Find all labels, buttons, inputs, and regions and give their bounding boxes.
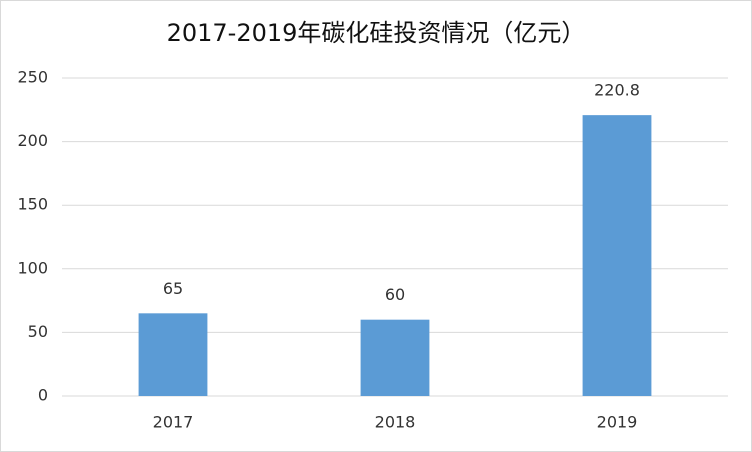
y-tick-label: 150 — [17, 195, 48, 214]
y-tick-label: 100 — [17, 258, 48, 277]
y-tick-label: 200 — [17, 131, 48, 150]
x-tick-label: 2017 — [153, 413, 194, 432]
bar — [138, 313, 208, 396]
x-tick-label: 2018 — [375, 413, 416, 432]
bar — [582, 115, 652, 397]
y-tick-label: 0 — [38, 386, 48, 405]
y-tick-label: 50 — [28, 322, 48, 341]
data-label: 220.8 — [594, 81, 640, 100]
bar — [360, 319, 430, 396]
data-label: 65 — [163, 279, 183, 298]
x-tick-label: 2019 — [597, 413, 638, 432]
y-tick-label: 250 — [17, 68, 48, 87]
data-label: 60 — [385, 285, 405, 304]
chart-title: 2017-2019年碳化硅投资情况（亿元） — [167, 19, 586, 47]
